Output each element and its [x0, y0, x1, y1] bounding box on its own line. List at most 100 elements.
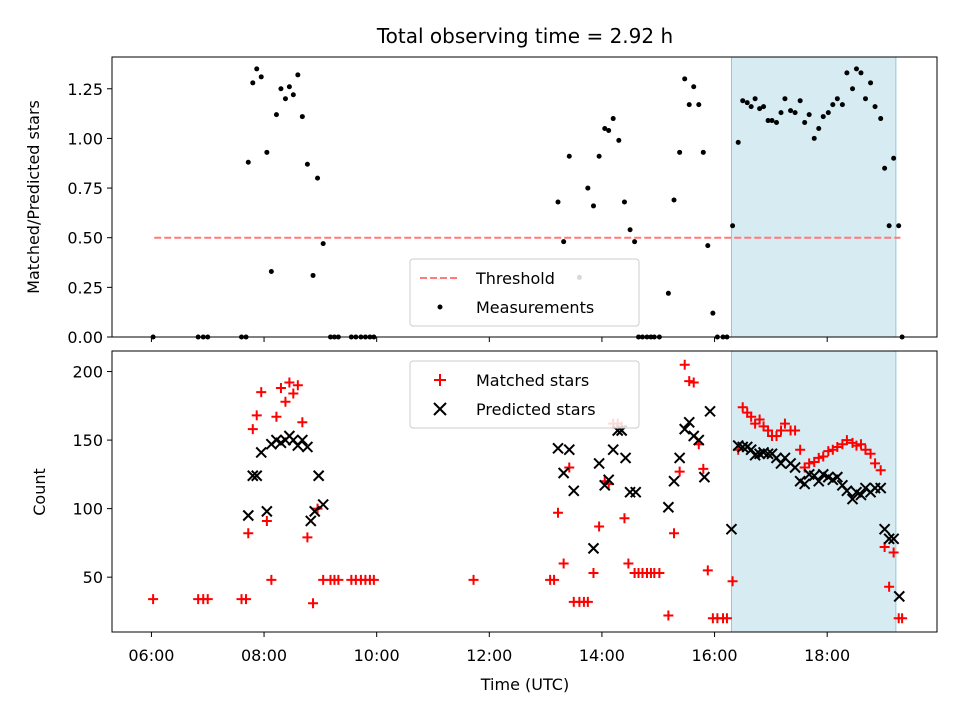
- data-point: [632, 239, 638, 245]
- data-point: [825, 110, 831, 116]
- data-point: [557, 467, 570, 479]
- data-point: [549, 574, 560, 585]
- data-point: [599, 479, 611, 492]
- data-point: [202, 594, 213, 605]
- legend-predicted-label: Predicted stars: [476, 400, 596, 419]
- data-point: [261, 505, 273, 518]
- data-point: [841, 485, 853, 497]
- data-point: [616, 137, 622, 143]
- data-point: [853, 66, 859, 72]
- y-axis-label-count: Count: [30, 468, 49, 516]
- data-point: [778, 110, 784, 116]
- data-point: [607, 443, 619, 456]
- panel-ratio: 0.00 0.25 0.50 0.75 1.00 1.25 Matched/Predict…: [24, 56, 938, 347]
- data-point: [682, 76, 688, 82]
- data-point: [897, 613, 908, 624]
- data-point: [563, 443, 575, 456]
- data-point: [297, 417, 308, 428]
- y-tick-label: 0.75: [67, 179, 103, 198]
- data-point: [802, 120, 808, 126]
- data-point: [553, 507, 564, 518]
- data-point: [763, 425, 774, 436]
- data-point: [552, 442, 564, 455]
- data-point: [243, 528, 254, 539]
- data-point: [745, 443, 757, 456]
- data-point: [839, 102, 845, 108]
- data-point: [813, 475, 825, 487]
- data-point: [795, 444, 806, 455]
- data-point: [266, 574, 277, 585]
- x-tick-label: 06:00: [128, 646, 174, 665]
- data-point: [887, 533, 900, 545]
- data-point: [748, 104, 754, 110]
- x-tick-label: 10:00: [354, 646, 400, 665]
- data-point: [710, 310, 716, 316]
- data-point: [302, 532, 313, 543]
- data-point: [301, 441, 314, 453]
- data-point: [295, 72, 301, 78]
- data-point: [662, 501, 675, 513]
- y-axis-label-ratio: Matched/Predicted stars: [24, 100, 43, 294]
- x-tick-label: 14:00: [579, 646, 625, 665]
- legend-matched-swatch: [434, 374, 446, 386]
- data-point: [872, 104, 878, 110]
- data-point: [818, 451, 829, 462]
- data-point: [698, 463, 709, 474]
- data-point: [148, 594, 159, 605]
- data-point: [776, 425, 787, 436]
- y-tick-label: 1.25: [67, 80, 103, 99]
- data-point: [585, 185, 591, 191]
- data-point: [671, 197, 677, 203]
- data-point: [587, 542, 600, 555]
- data-point: [273, 112, 279, 118]
- data-point: [789, 461, 801, 474]
- data-point: [558, 558, 569, 569]
- data-point: [679, 423, 691, 435]
- legend-count-box: [409, 360, 640, 429]
- x-tick-label: 18:00: [804, 646, 850, 665]
- data-point: [782, 96, 788, 102]
- data-point: [855, 489, 867, 501]
- data-point: [288, 388, 299, 399]
- data-point: [870, 458, 881, 469]
- data-point: [590, 203, 596, 209]
- data-point: [831, 471, 844, 483]
- x-tick-label: 12:00: [466, 646, 512, 665]
- data-point: [884, 581, 895, 592]
- data-point: [832, 441, 843, 452]
- data-point: [630, 486, 642, 498]
- data-point: [834, 96, 840, 102]
- data-point: [725, 523, 738, 535]
- data-point: [882, 165, 888, 171]
- data-point: [757, 106, 763, 112]
- legend-matched-label: Matched stars: [476, 371, 589, 390]
- data-point: [333, 574, 344, 585]
- data-point: [254, 66, 260, 72]
- data-point: [284, 377, 295, 388]
- data-point: [846, 493, 859, 505]
- data-point: [744, 100, 750, 106]
- data-point: [619, 452, 632, 464]
- data-point: [851, 440, 862, 451]
- y-tick-label: 50: [83, 568, 103, 587]
- data-point: [686, 102, 692, 108]
- data-point: [621, 199, 627, 205]
- data-point: [673, 452, 686, 464]
- data-point: [627, 227, 633, 233]
- data-point: [740, 98, 746, 104]
- data-point: [268, 268, 274, 274]
- data-point: [308, 598, 319, 609]
- legend-ratio: Threshold Measurements: [409, 258, 640, 327]
- data-point: [564, 462, 575, 473]
- data-point: [888, 547, 899, 558]
- legend-count: Matched stars Predicted stars: [409, 360, 640, 429]
- data-point: [256, 387, 267, 398]
- x-tick-label: 08:00: [241, 646, 287, 665]
- data-point: [247, 470, 259, 482]
- data-point: [251, 410, 262, 421]
- panel-count-frame: [111, 350, 938, 633]
- data-point: [896, 223, 902, 229]
- legend-measurements-label: Measurements: [476, 298, 594, 317]
- data-point: [677, 149, 683, 155]
